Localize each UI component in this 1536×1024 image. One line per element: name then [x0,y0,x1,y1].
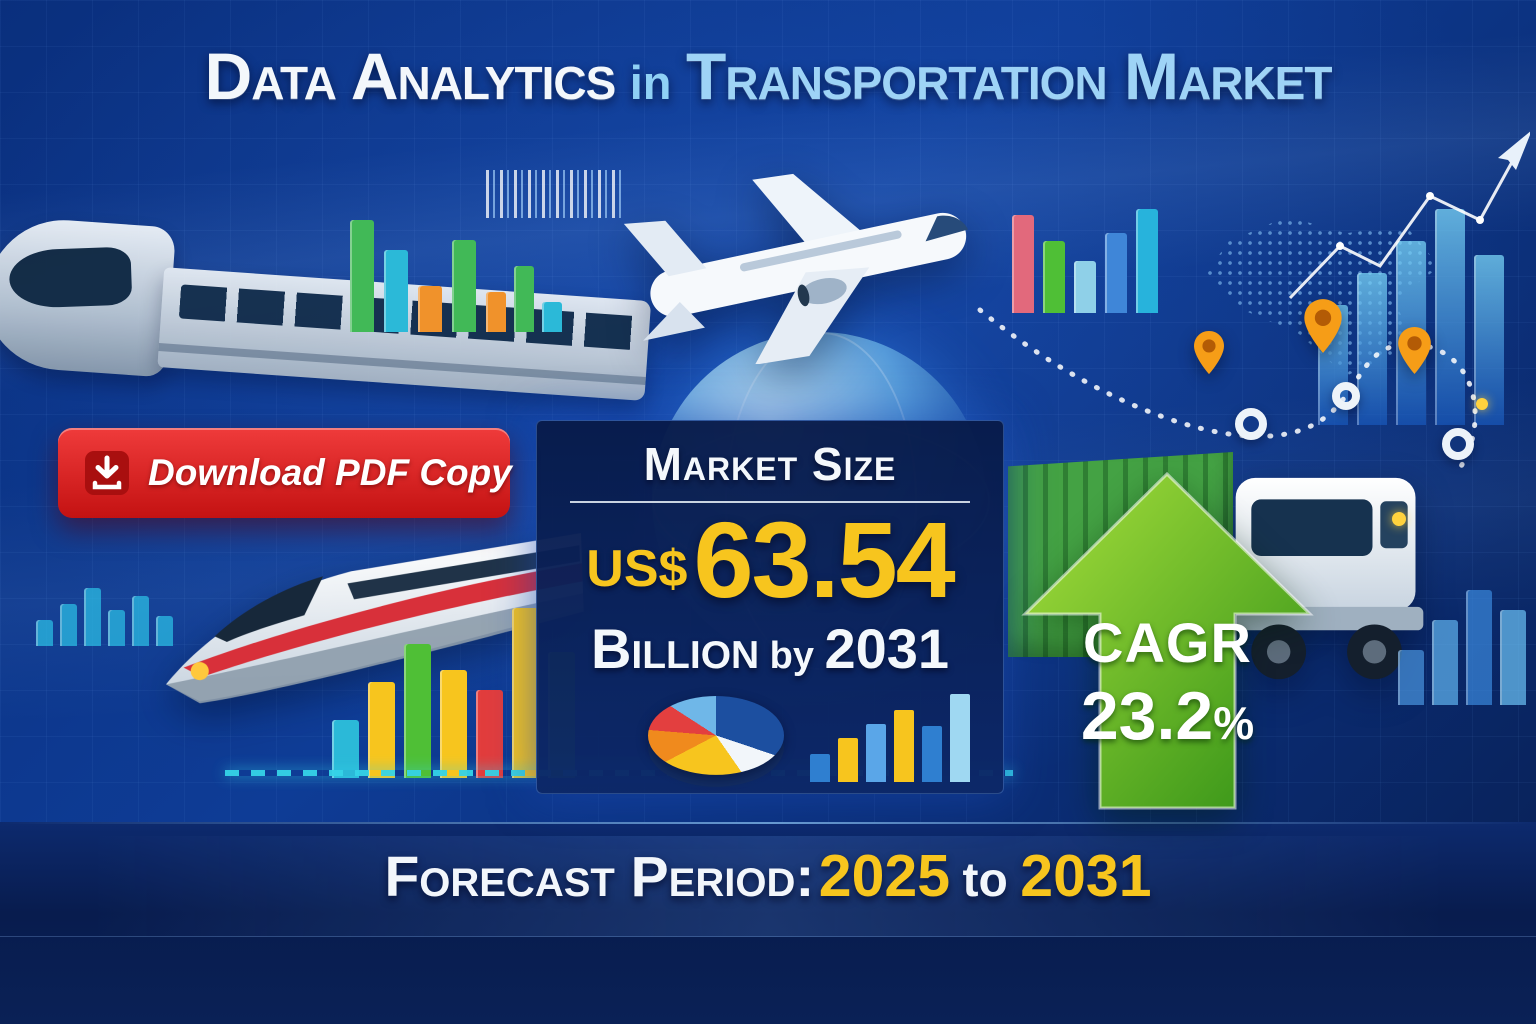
decor-bar [404,644,431,778]
decor-bar [418,286,442,332]
by-word: by [769,634,815,677]
page-title: Data Analytics in Transportation Market [0,38,1536,114]
cagr-percent-sign: % [1213,697,1255,749]
line-chart-decoration [1288,131,1530,300]
decor-bar [84,588,101,646]
decor-bar [1500,610,1526,705]
train-head [0,215,177,378]
pie-disc [648,696,784,775]
decor-bar [866,724,886,782]
decor-bar [132,596,149,646]
market-value-row: US$ 63.54 [537,499,1003,620]
decor-bar [60,604,77,646]
decor-bar [1474,255,1504,425]
decor-bar [476,690,503,778]
forecast-text: Forecast Period: 2025 to 2031 [0,842,1536,910]
bar-chart-decoration [486,262,562,332]
airplane-illustration [623,173,969,364]
decor-bar [838,738,858,782]
decor-bar [36,620,53,646]
decor-bar [1105,233,1127,313]
pie-chart-decoration [648,696,784,792]
title-market-text: Transportation Market [685,39,1332,113]
download-button-label: Download PDF Copy [148,452,512,493]
decor-bar [894,710,914,782]
decor-bar [368,682,395,778]
decor-bar [514,266,534,332]
forecast-band: Forecast Period: 2025 to 2031 [0,822,1536,1024]
forecast-to-word: to [962,854,1008,907]
route-node [1332,382,1360,410]
decor-bar [486,292,506,332]
cagr-label: CAGR [1083,611,1252,674]
route-node [1235,408,1267,440]
title-connector-text: in [629,56,672,109]
market-size-heading: Market Size [643,438,897,490]
market-unit-row: Billion by 2031 [537,616,1003,681]
barcode-decoration [486,170,624,218]
decor-bar [1466,590,1492,705]
forecast-highlight-strip [0,836,1536,937]
decor-bar [810,754,830,782]
decor-bar [108,610,125,646]
paper-plane-icon [1498,131,1530,170]
decor-bar [1012,215,1034,313]
train-stripe [158,343,646,386]
decor-bar [1435,209,1465,425]
route-dot [1392,512,1406,526]
decor-bar [452,240,476,332]
decor-bar [156,616,173,646]
decor-bar [1074,261,1096,313]
title-main-text: Data Analytics [204,39,617,113]
decor-bar [512,608,539,778]
location-pin-icon [1304,299,1342,353]
download-pdf-button[interactable]: Download PDF Copy [58,428,512,518]
cagr-growth-arrow: CAGR 23.2% [1015,471,1320,812]
bar-chart-decoration [1398,575,1526,705]
bar-chart-decoration [350,212,476,332]
growth-arrow-icon [1021,471,1314,810]
target-year: 2031 [824,616,950,680]
decor-bar [1136,209,1158,313]
forecast-label: Forecast Period: [384,845,815,909]
decor-bar [332,720,359,778]
bullet-train-illustration [166,533,584,704]
decor-bar [922,726,942,782]
market-value: 63.54 [693,499,955,620]
unit-label: Billion [590,616,760,680]
forecast-start-year: 2025 [818,843,951,909]
bar-chart-decoration [1012,205,1158,313]
decor-bar [1043,241,1065,313]
route-dot [1476,398,1488,410]
mini-bar-chart-decoration [810,690,980,782]
cagr-value-row: 23.2% [1015,677,1320,755]
download-icon [85,451,129,495]
decor-bar [1357,273,1387,425]
decor-bar [440,670,467,778]
currency-label: US$ [586,540,688,598]
truck-illustration [1235,477,1424,680]
train-headlight [190,662,209,681]
location-pin-icon [1398,327,1431,374]
decor-bar [384,250,408,332]
decor-bar [542,302,562,332]
forecast-end-year: 2031 [1020,843,1152,909]
decor-bar [350,220,374,332]
cagr-value: 23.2 [1080,678,1214,754]
decor-bar [1398,650,1424,705]
equalizer-decoration [36,586,173,646]
train-windshield [8,246,133,309]
heading-rule [569,501,971,503]
decor-bar [1432,620,1458,705]
location-pin-icon [1194,330,1224,375]
decor-bar [950,694,970,782]
route-node [1442,428,1474,460]
cagr-badge: CAGR 23.2% [1015,610,1320,755]
